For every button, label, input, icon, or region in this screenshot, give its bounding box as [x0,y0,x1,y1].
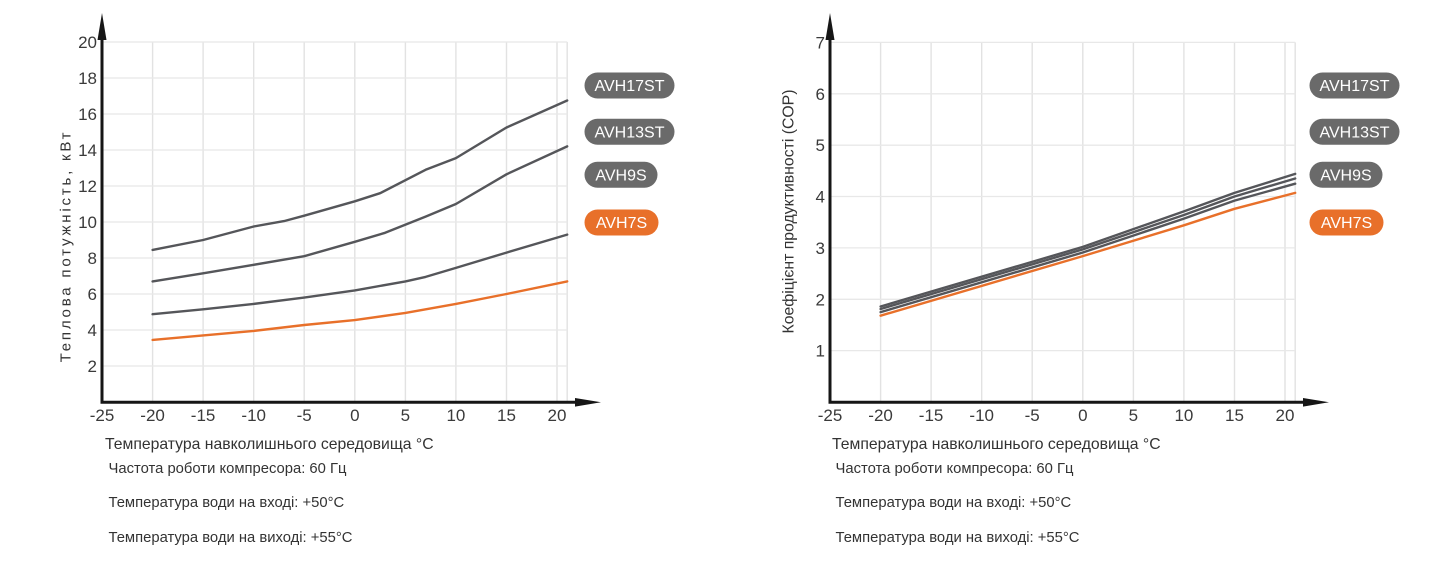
svg-text:2: 2 [816,290,825,309]
svg-text:12: 12 [78,177,97,196]
svg-text:3: 3 [816,239,825,258]
svg-text:2: 2 [88,357,97,376]
svg-text:AVH7S: AVH7S [596,215,647,232]
svg-text:AVH13ST: AVH13ST [1320,125,1390,142]
svg-text:14: 14 [78,141,97,160]
svg-text:AVH7S: AVH7S [1321,215,1372,232]
svg-text:16: 16 [78,105,97,124]
svg-text:Температура води на вході: +50: Температура води на вході: +50°C [836,495,1072,511]
svg-text:5: 5 [1129,406,1138,425]
svg-text:5: 5 [816,136,825,155]
svg-text:18: 18 [78,69,97,88]
svg-text:Частота роботи компресора: 60: Частота роботи компресора: 60 Гц [836,461,1075,477]
svg-text:10: 10 [1174,406,1193,425]
svg-text:0: 0 [1078,406,1087,425]
svg-text:0: 0 [350,406,359,425]
svg-text:20: 20 [78,33,97,52]
svg-text:5: 5 [401,406,410,425]
svg-text:-25: -25 [90,406,115,425]
svg-text:-25: -25 [818,406,843,425]
svg-text:Температура води на вході: +50: Температура води на вході: +50°C [109,495,345,511]
svg-text:Теплова потужність, кВт: Теплова потужність, кВт [58,130,75,363]
svg-text:Температура води на виході: +5: Температура води на виході: +55°C [109,530,353,546]
svg-text:AVH9S: AVH9S [1320,168,1371,185]
svg-text:15: 15 [1225,406,1244,425]
svg-text:15: 15 [497,406,516,425]
svg-text:AVH17ST: AVH17ST [595,78,665,95]
svg-text:1: 1 [816,342,825,361]
svg-text:-5: -5 [1025,406,1040,425]
svg-text:-15: -15 [191,406,216,425]
svg-text:20: 20 [548,406,567,425]
svg-text:6: 6 [816,85,825,104]
svg-text:Температура навколишнього сере: Температура навколишнього середовища °C [832,436,1161,453]
svg-text:-5: -5 [297,406,312,425]
svg-text:Коефіцієнт продуктивності (COP: Коефіцієнт продуктивності (COP) [781,90,798,334]
svg-text:4: 4 [88,321,97,340]
svg-text:20: 20 [1276,406,1295,425]
svg-text:6: 6 [88,285,97,304]
svg-text:Частота роботи компресора: 60: Частота роботи компресора: 60 Гц [109,461,348,477]
svg-text:7: 7 [816,33,825,52]
svg-text:10: 10 [446,406,465,425]
svg-text:-10: -10 [241,406,266,425]
svg-text:10: 10 [78,213,97,232]
svg-text:4: 4 [816,188,825,207]
svg-text:-20: -20 [868,406,893,425]
svg-text:AVH13ST: AVH13ST [595,125,665,142]
svg-text:AVH9S: AVH9S [595,168,646,185]
svg-text:8: 8 [88,249,97,268]
svg-text:-20: -20 [140,406,165,425]
svg-text:Температура води на виході: +5: Температура води на виході: +55°C [836,530,1080,546]
svg-text:-15: -15 [919,406,944,425]
svg-text:-10: -10 [969,406,994,425]
svg-text:Температура навколишнього сере: Температура навколишнього середовища °C [105,436,434,453]
svg-text:AVH17ST: AVH17ST [1320,78,1390,95]
